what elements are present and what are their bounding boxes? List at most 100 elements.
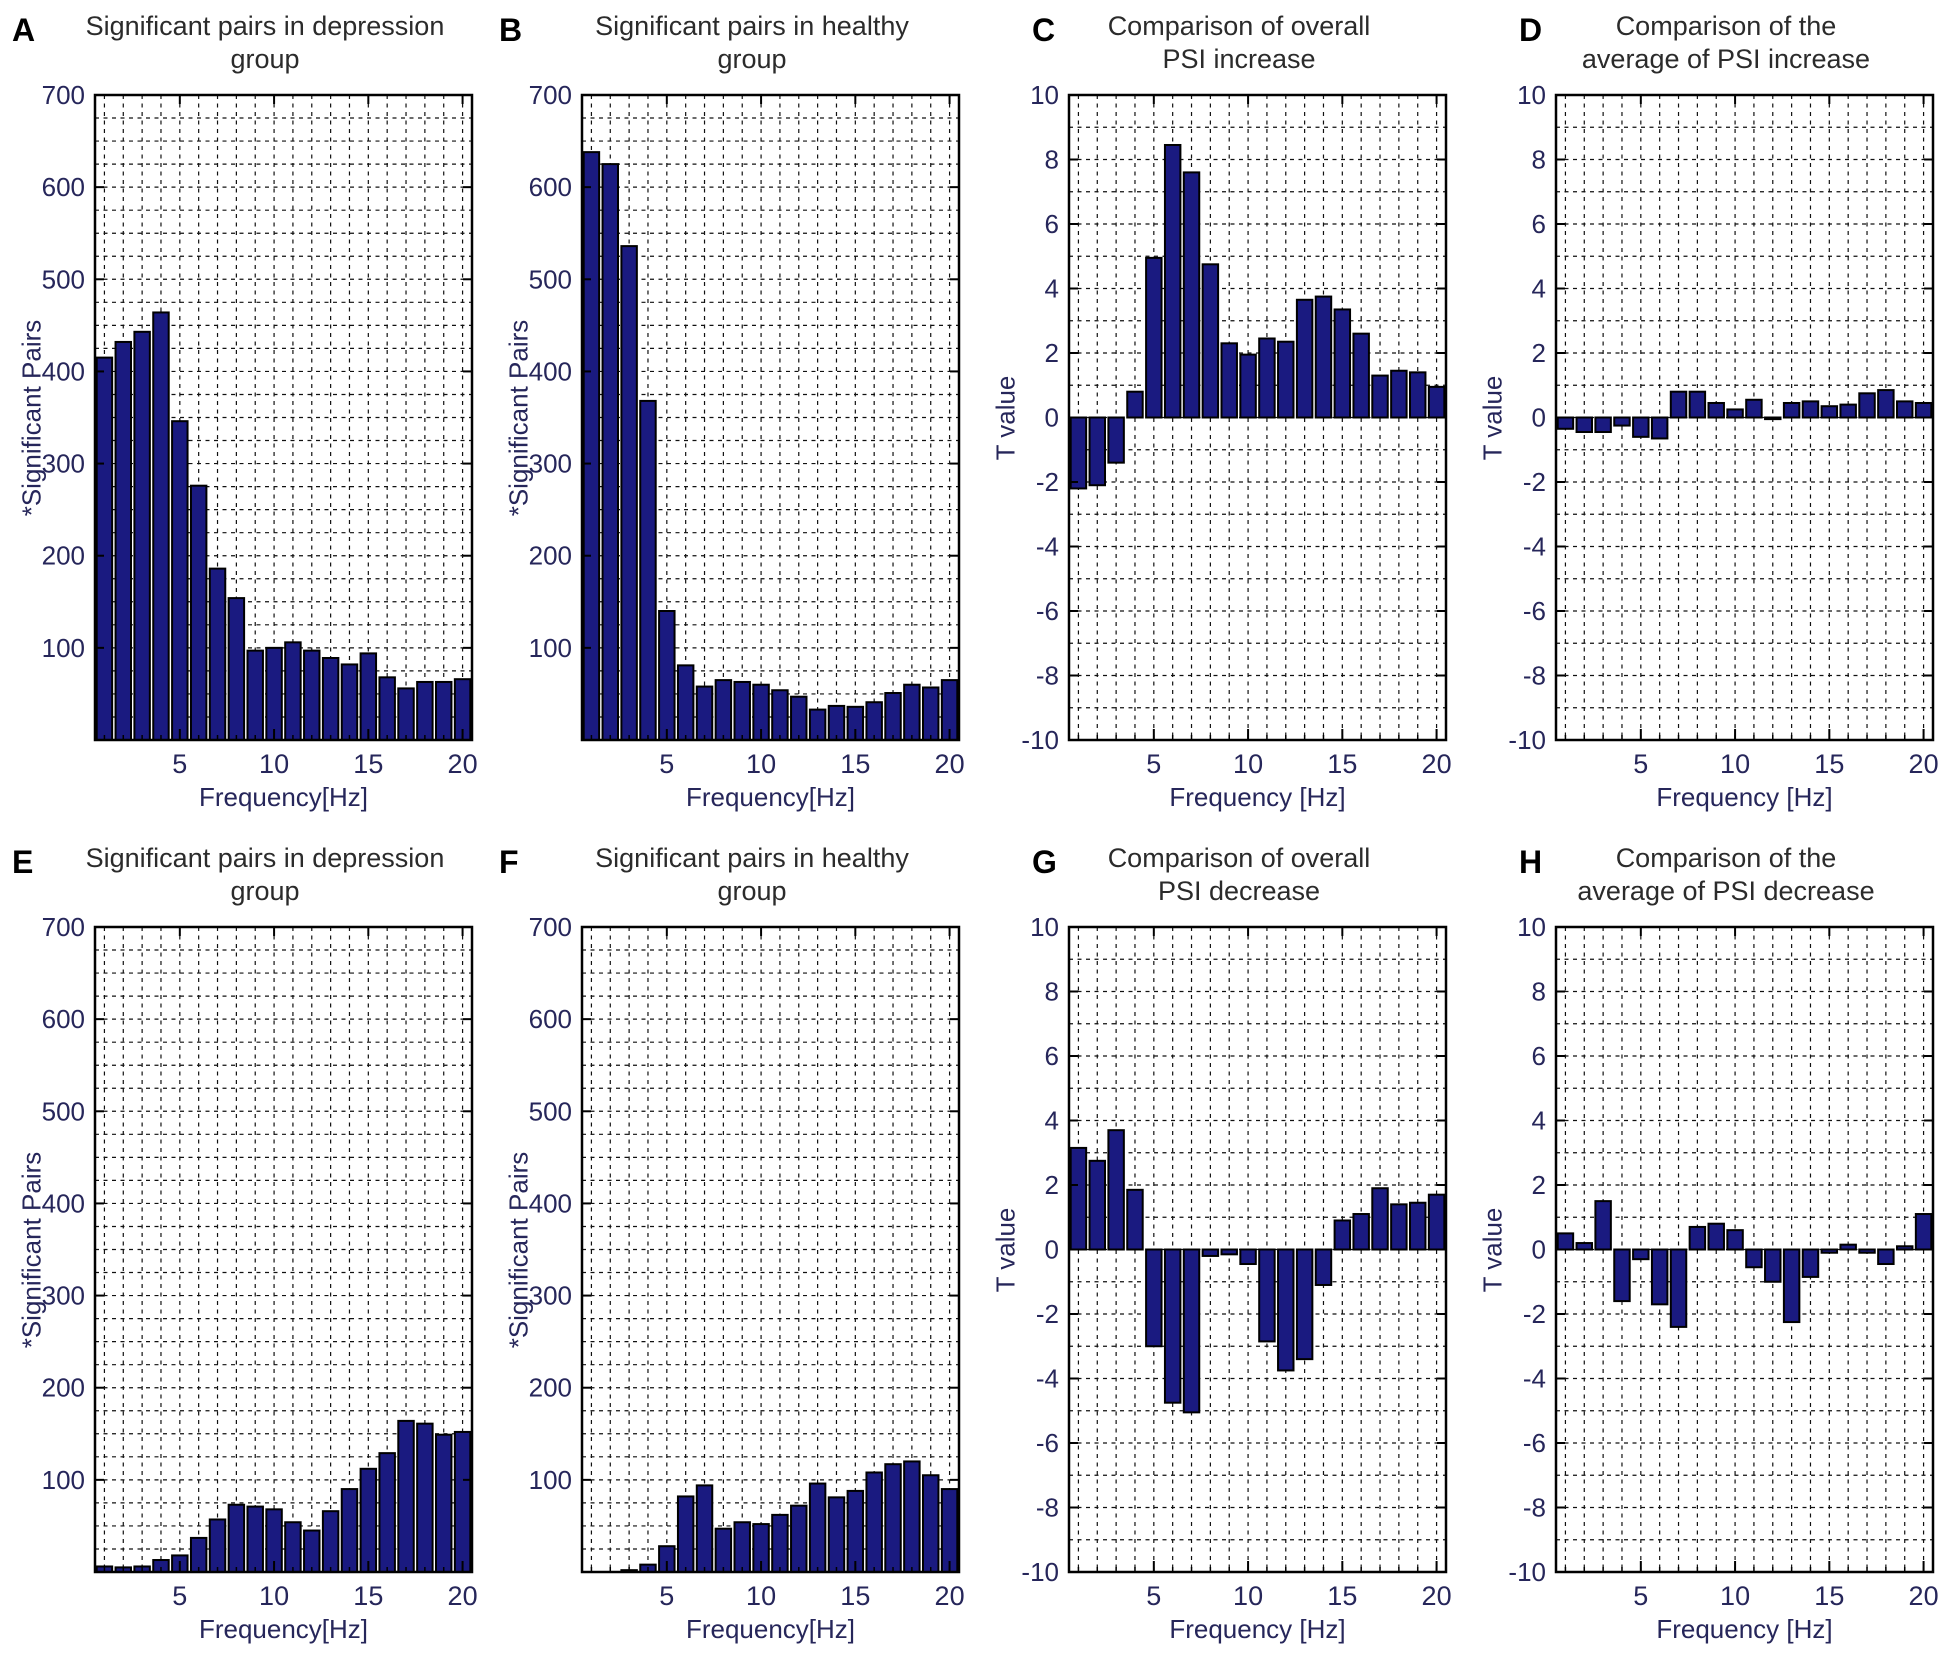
bar <box>1107 1129 1125 1251</box>
bar <box>601 163 620 742</box>
bar <box>921 1474 940 1573</box>
bar <box>1088 416 1107 487</box>
chart-title-line2: average of PSI increase <box>1581 44 1871 74</box>
bar <box>1352 332 1370 419</box>
y-tick-label: 6 <box>1045 1041 1059 1071</box>
panel-c-overall-psi-increase: C Comparison of overall PSI increase T v… <box>974 0 1461 832</box>
y-tick-label: 8 <box>1532 977 1546 1007</box>
bar <box>1575 1242 1594 1251</box>
bar-chart-canvas: 100 200 300 400 500 600 700 5 10 15 20 <box>42 912 478 1611</box>
chart-title-line1: Significant pairs in depression <box>85 843 445 873</box>
bar <box>1632 416 1650 438</box>
y-tick-label: 500 <box>529 264 572 294</box>
panel-letter-b: B <box>499 12 523 48</box>
chart-title-line2: group <box>230 876 300 906</box>
bar <box>808 1482 827 1573</box>
panel-letter-h: H <box>1519 844 1543 880</box>
bar <box>1688 390 1707 419</box>
y-tick-label: 6 <box>1532 1041 1546 1071</box>
chart-title-line2: group <box>717 44 787 74</box>
bar <box>1632 1248 1650 1261</box>
bar <box>227 597 246 741</box>
bar-chart-canvas: -10 -8 -6 -4 -2 0 2 4 6 8 10 5 10 15 20 <box>1508 80 1939 779</box>
bar <box>620 245 638 741</box>
bar <box>321 656 340 741</box>
chart-title: Comparison of the average of PSI increas… <box>1516 10 1936 76</box>
x-axis-label: Frequency[Hz] <box>198 782 369 812</box>
x-tick-label: 5 <box>172 749 187 779</box>
x-tick-label: 10 <box>259 1581 289 1611</box>
chart-title-line1: Comparison of overall <box>1107 11 1371 41</box>
bar <box>827 704 846 742</box>
bar-chart-canvas: -10 -8 -6 -4 -2 0 2 4 6 8 10 5 10 15 20 <box>1508 912 1939 1611</box>
bar <box>1201 263 1220 419</box>
y-tick-label: 400 <box>529 356 572 386</box>
y-tick-label: 2 <box>1532 1170 1546 1200</box>
y-tick-label: -8 <box>1036 661 1059 691</box>
y-tick-label: 0 <box>1532 403 1546 433</box>
bar <box>827 1496 846 1573</box>
bar <box>582 151 601 741</box>
y-tick-label: -4 <box>1036 532 1059 562</box>
chart-title-line2: average of PSI decrease <box>1577 876 1875 906</box>
chart-title-line1: Comparison of overall <box>1107 843 1371 873</box>
bar <box>1688 1225 1707 1251</box>
bar <box>378 1452 396 1574</box>
bar <box>1277 340 1295 419</box>
bar <box>1352 1213 1370 1251</box>
bar <box>658 610 676 741</box>
bar <box>1371 1187 1389 1251</box>
bar <box>1914 401 1933 419</box>
bar <box>1726 408 1744 419</box>
bar <box>1594 416 1612 434</box>
bar <box>1182 1248 1201 1414</box>
x-tick-label: 20 <box>448 1581 478 1611</box>
x-tick-label: 15 <box>1814 749 1844 779</box>
y-tick-label: 300 <box>529 1281 572 1311</box>
bar <box>1782 401 1801 419</box>
y-tick-label: 700 <box>42 912 85 942</box>
bar <box>790 695 808 742</box>
y-tick-label: 10 <box>1030 80 1059 110</box>
bar <box>1145 1248 1163 1348</box>
chart-title-line2: PSI decrease <box>1157 876 1321 906</box>
chart-title: Significant pairs in healthy group <box>542 10 962 76</box>
y-tick-label: -8 <box>1523 1493 1546 1523</box>
bar <box>771 689 789 741</box>
bar <box>340 1488 359 1573</box>
bar <box>303 649 321 741</box>
bar <box>284 1521 302 1573</box>
bar <box>359 1467 378 1573</box>
bar-chart-canvas: -10 -8 -6 -4 -2 0 2 4 6 8 10 5 10 15 20 <box>1021 80 1451 779</box>
bar <box>1594 1200 1612 1251</box>
bar <box>1220 1248 1238 1256</box>
y-tick-label: 2 <box>1045 1170 1059 1200</box>
bar <box>1895 400 1914 419</box>
chart-title: Comparison of overall PSI decrease <box>1029 842 1449 908</box>
x-tick-label: 20 <box>1909 1581 1939 1611</box>
x-tick-label: 10 <box>746 749 776 779</box>
bar <box>246 1505 264 1573</box>
panel-f-significant-pairs-healthy-decrease: F Significant pairs in healthy group *Si… <box>487 832 974 1664</box>
bar <box>846 1489 865 1574</box>
y-tick-label: -10 <box>1021 1557 1059 1587</box>
y-tick-label: 0 <box>1045 403 1059 433</box>
chart-title: Significant pairs in depression group <box>55 842 475 908</box>
x-tick-label: 20 <box>1909 749 1939 779</box>
bar-chart-canvas: 100 200 300 400 500 600 700 5 10 15 20 <box>42 80 478 779</box>
bar <box>1390 369 1408 419</box>
bar <box>1277 1248 1295 1372</box>
panel-e-significant-pairs-depression-decrease: E Significant pairs in depression group … <box>0 832 487 1664</box>
bar <box>1163 1248 1182 1404</box>
y-tick-label: 10 <box>1517 80 1546 110</box>
x-tick-label: 10 <box>1720 749 1750 779</box>
y-tick-label: 600 <box>42 1004 85 1034</box>
y-tick-label: 8 <box>1532 145 1546 175</box>
bar <box>1650 416 1669 440</box>
y-tick-label: 200 <box>42 541 85 571</box>
panel-h-average-psi-decrease: H Comparison of the average of PSI decre… <box>1461 832 1948 1664</box>
bar-chart-canvas: -10 -8 -6 -4 -2 0 2 4 6 8 10 5 10 15 20 <box>1021 912 1451 1611</box>
x-tick-label: 15 <box>1327 749 1357 779</box>
bar <box>1314 1248 1333 1286</box>
bar <box>1914 1213 1933 1251</box>
